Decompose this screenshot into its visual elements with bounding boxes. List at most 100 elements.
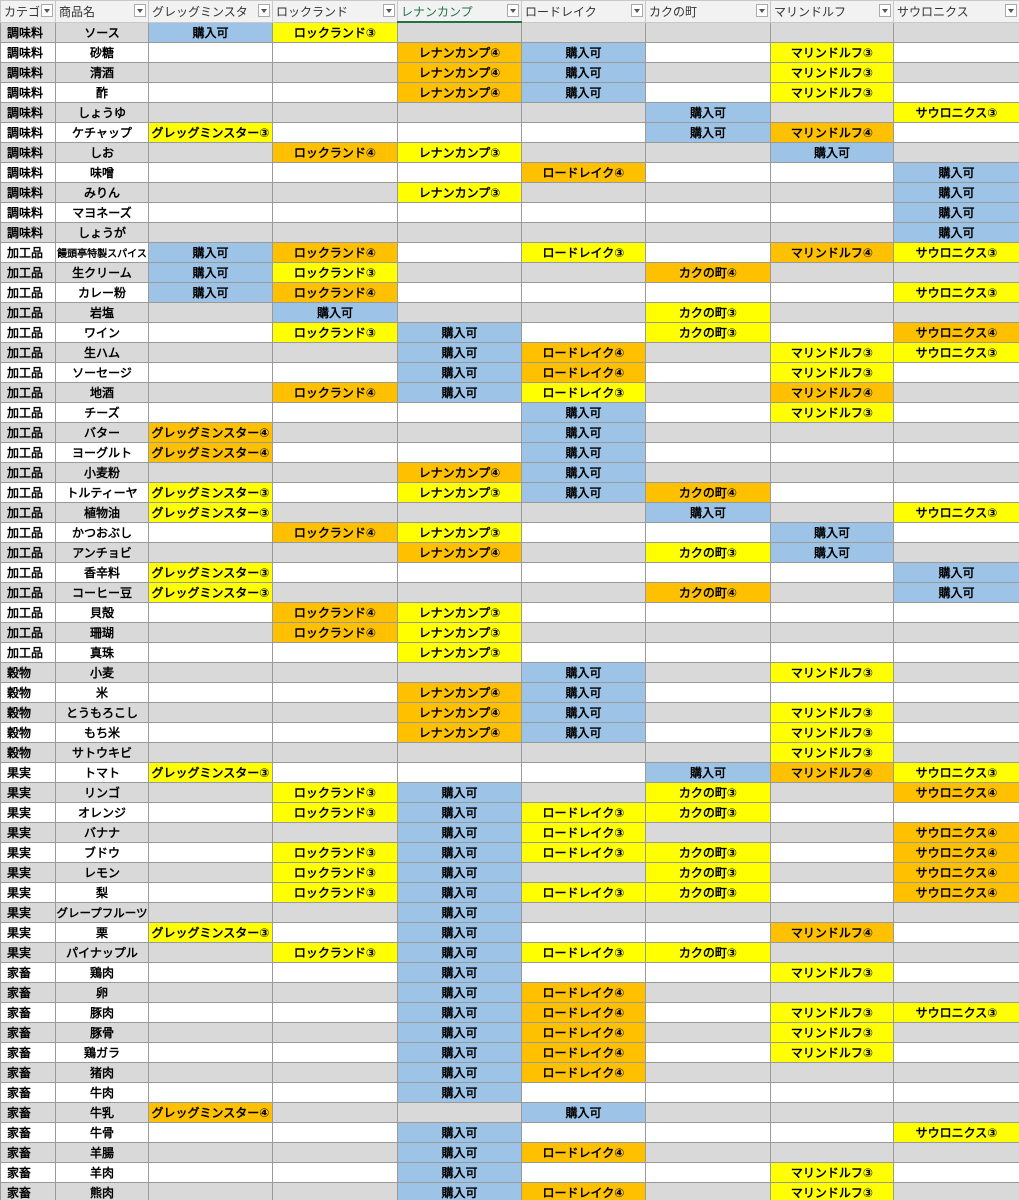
town-cell: ロードレイク③: [521, 822, 646, 843]
town-cell: [521, 582, 646, 603]
item-name-cell: 牛肉: [55, 1082, 149, 1103]
category-cell: 家畜: [0, 1062, 56, 1083]
category-cell: 加工品: [0, 402, 56, 423]
town-cell: [770, 622, 894, 643]
town-cell: [521, 1082, 646, 1103]
town-cell: [148, 1142, 273, 1163]
town-cell: [645, 1182, 771, 1200]
item-name-cell: グレープフルーツ: [55, 902, 149, 923]
town-cell: [770, 822, 894, 843]
town-cell: 購入可: [770, 522, 894, 543]
town-cell: [893, 362, 1019, 383]
item-name-cell: 植物油: [55, 502, 149, 523]
category-cell: 加工品: [0, 502, 56, 523]
town-cell: [272, 62, 398, 83]
town-cell: ロックランド③: [272, 802, 398, 823]
item-name-cell: 清酒: [55, 62, 149, 83]
filter-button[interactable]: [1005, 4, 1017, 17]
town-cell: サウロニクス③: [893, 1002, 1019, 1023]
table-row: 家畜 牛肉 購入可: [0, 1082, 1019, 1103]
town-cell: マリンドルフ③: [770, 962, 894, 983]
town-cell: グレッグミンスター④: [148, 422, 273, 443]
town-cell: [645, 21, 771, 43]
town-cell: [770, 302, 894, 323]
town-cell: [148, 462, 273, 483]
town-cell: [148, 182, 273, 203]
town-cell: ロックランド③: [272, 942, 398, 963]
town-cell: [521, 202, 646, 223]
item-name-cell: 牛骨: [55, 1122, 149, 1143]
filter-button[interactable]: [756, 4, 768, 17]
town-cell: [770, 682, 894, 703]
town-cell: [272, 502, 398, 523]
town-cell: 購入可: [397, 1022, 522, 1043]
town-cell: [272, 1062, 398, 1083]
filter-button[interactable]: [134, 4, 146, 17]
category-cell: 果実: [0, 922, 56, 943]
town-cell: [893, 602, 1019, 623]
category-cell: 家畜: [0, 1022, 56, 1043]
table-row: 加工品 地酒 ロックランド④ 購入可 ロードレイク③ マリンドルフ④: [0, 382, 1019, 403]
column-header: ロックランド: [272, 0, 398, 23]
town-cell: [893, 942, 1019, 963]
town-cell: 購入可: [645, 762, 771, 783]
town-cell: [272, 82, 398, 103]
town-cell: [645, 462, 771, 483]
table-row: 加工品 植物油 グレッグミンスター③ 購入可 サウロニクス③: [0, 502, 1019, 523]
filter-button[interactable]: [879, 4, 891, 17]
town-cell: [272, 1122, 398, 1143]
town-cell: [893, 482, 1019, 503]
town-cell: [397, 402, 522, 423]
filter-button[interactable]: [631, 4, 643, 17]
town-cell: レナンカンプ③: [397, 622, 522, 643]
table-row: 加工品 トルティーヤ グレッグミンスター③ レナンカンプ③ 購入可 カクの町④: [0, 482, 1019, 503]
filter-button[interactable]: [383, 4, 395, 17]
town-cell: カクの町④: [645, 482, 771, 503]
item-name-cell: カレー粉: [55, 282, 149, 303]
table-row: 加工品 饅頭亭特製スパイス 購入可 ロックランド④ ロードレイク③ マリンドルフ④ サウロニ…: [0, 242, 1019, 263]
category-cell: 家畜: [0, 1042, 56, 1063]
town-cell: [272, 202, 398, 223]
item-name-cell: ケチャップ: [55, 122, 149, 143]
column-header: カクの町: [645, 0, 771, 23]
town-cell: マリンドルフ③: [770, 1042, 894, 1063]
town-cell: グレッグミンスター④: [148, 1102, 273, 1123]
town-cell: マリンドルフ③: [770, 62, 894, 83]
table-row: 加工品 香辛料 グレッグミンスター③ 購入可: [0, 562, 1019, 583]
town-cell: [770, 902, 894, 923]
table-row: 加工品 チーズ 購入可 マリンドルフ③: [0, 402, 1019, 423]
item-name-cell: 熊肉: [55, 1182, 149, 1200]
category-cell: 加工品: [0, 482, 56, 503]
item-name-cell: オレンジ: [55, 802, 149, 823]
town-cell: [397, 582, 522, 603]
town-cell: [397, 562, 522, 583]
item-name-cell: ヨーグルト: [55, 442, 149, 463]
town-cell: 購入可: [397, 1002, 522, 1023]
town-cell: [397, 422, 522, 443]
table-row: 家畜卵 購入可 ロードレイク④: [0, 982, 1019, 1003]
town-cell: [770, 942, 894, 963]
town-cell: [770, 182, 894, 203]
town-cell: [148, 62, 273, 83]
town-cell: 購入可: [397, 882, 522, 903]
town-cell: マリンドルフ③: [770, 362, 894, 383]
item-name-cell: しお: [55, 142, 149, 163]
item-name-cell: 卵: [55, 982, 149, 1003]
filter-button[interactable]: [41, 4, 53, 17]
town-cell: 購入可: [521, 682, 646, 703]
town-cell: [148, 542, 273, 563]
town-cell: [645, 362, 771, 383]
town-cell: [893, 82, 1019, 103]
town-cell: マリンドルフ④: [770, 762, 894, 783]
town-cell: [770, 202, 894, 223]
town-cell: ロードレイク④: [521, 1002, 646, 1023]
town-cell: 購入可: [521, 442, 646, 463]
category-cell: 家畜: [0, 1102, 56, 1123]
filter-button[interactable]: [258, 4, 270, 17]
town-cell: [770, 582, 894, 603]
town-cell: 購入可: [397, 962, 522, 983]
town-cell: [645, 1162, 771, 1183]
table-row: 穀物 とうもろこし レナンカンプ④ 購入可 マリンドルフ③: [0, 702, 1019, 723]
filter-button[interactable]: [507, 4, 519, 17]
